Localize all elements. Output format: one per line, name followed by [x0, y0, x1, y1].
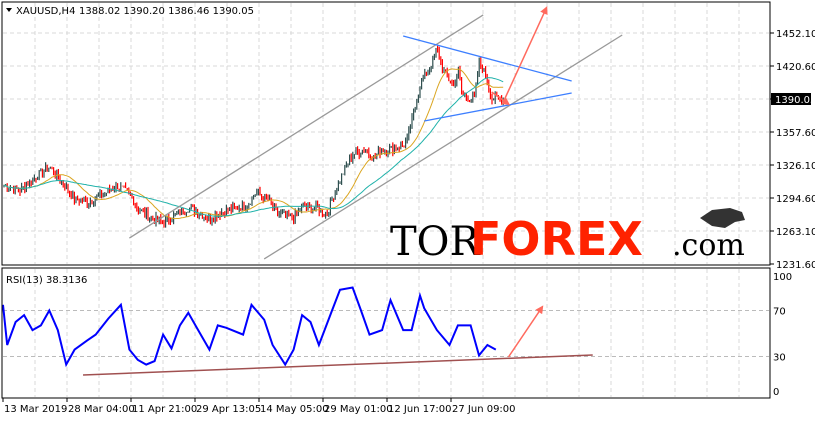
current-price-box: [771, 93, 811, 105]
axes: 1452.10 1420.60 1390.05 1357.60 1326.10 1294.…: [2, 29, 815, 415]
ohlc-values: 1388.02 1390.20 1386.46 1390.05: [79, 6, 254, 17]
logo-com: .com: [672, 228, 745, 263]
ma-fast-line: [4, 68, 504, 220]
price-pane-frame: [1, 1, 771, 266]
time-tick-label: 12 Jun 17:00: [388, 404, 452, 415]
channel-trendline[interactable]: [263, 34, 623, 260]
dropdown-triangle-icon[interactable]: [6, 8, 12, 12]
rsi-forecast-arrow[interactable]: [507, 305, 544, 358]
time-tick-label: 29 Apr 13:05: [196, 404, 261, 415]
time-tick-label: 28 Mar 04:00: [68, 404, 135, 415]
price-tick-label: 1326.10: [776, 161, 815, 172]
current-price-label: 1390.05: [775, 95, 815, 106]
price-tick-label: 1357.60: [776, 128, 815, 139]
time-tick-label: 27 Jun 09:00: [452, 404, 516, 415]
symbol-header: XAUUSD,H4 1388.02 1390.20 1386.46 1390.0…: [6, 6, 254, 17]
time-tick-label: 13 Mar 2019: [4, 404, 67, 415]
triangle-trendline[interactable]: [403, 35, 572, 82]
rsi-tick-label: 0: [773, 387, 779, 398]
grid: [3, 3, 769, 397]
time-tick-label: 14 May 05:00: [260, 404, 329, 415]
bull-icon: [700, 208, 745, 228]
price-tick-label: 1294.60: [776, 194, 815, 205]
price-tick-label: 1452.10: [776, 29, 815, 40]
time-tick-label: 29 May 01:00: [324, 404, 393, 415]
forecast-arrow[interactable]: [503, 6, 548, 101]
price-tick-label: 1231.60: [776, 260, 815, 271]
logo-forex: FOREX: [470, 212, 643, 266]
ma-slow-line: [4, 77, 504, 217]
rsi-label: RSI(13) 38.3136: [6, 275, 87, 286]
symbol-label: XAUUSD,H4: [16, 6, 75, 17]
rsi-tick-label: 100: [773, 272, 792, 283]
triangle-trendline[interactable]: [424, 92, 572, 122]
rsi-support-trendline[interactable]: [83, 354, 593, 376]
price-pane[interactable]: [3, 6, 623, 260]
channel-trendline[interactable]: [129, 14, 484, 239]
time-tick-label: 11 Apr 21:00: [132, 404, 197, 415]
torforex-logo: TOR FOREX .com: [390, 208, 745, 266]
rsi-tick-label: 70: [773, 307, 786, 318]
price-tick-label: 1420.60: [776, 62, 815, 73]
rsi-pane-frame: [1, 267, 771, 399]
price-tick-label: 1263.10: [776, 227, 815, 238]
rsi-line: [2, 286, 497, 368]
forecast-arrow[interactable]: [491, 91, 511, 106]
logo-tor: TOR: [390, 219, 481, 265]
rsi-tick-label: 30: [773, 353, 786, 364]
rsi-pane[interactable]: [2, 286, 593, 376]
